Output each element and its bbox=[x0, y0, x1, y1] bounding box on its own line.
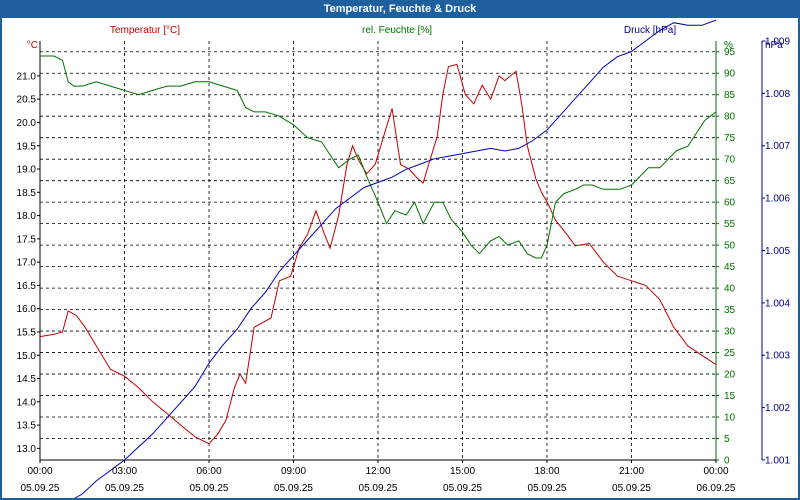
humidity-unit-label: % bbox=[724, 40, 733, 51]
temperature-unit-label: °C bbox=[27, 40, 38, 51]
x-tick-date: 05.09.25 bbox=[612, 483, 651, 494]
axes bbox=[37, 40, 765, 463]
window-title: Temperatur, Feuchte & Druck bbox=[0, 0, 800, 18]
x-tick-date: 05.09.25 bbox=[274, 483, 313, 494]
series-lines bbox=[39, 19, 717, 500]
window-border-left bbox=[0, 18, 2, 500]
humidity-tick-label: 80 bbox=[724, 112, 736, 123]
x-tick-time: 00:00 bbox=[27, 466, 52, 477]
temperature-tick-label: 18.0 bbox=[17, 211, 37, 222]
x-tick-date: 05.09.25 bbox=[359, 483, 398, 494]
humidity-tick-label: 75 bbox=[724, 133, 736, 144]
pressure-tick-label: 1.004 bbox=[765, 298, 790, 309]
humidity-tick-label: 85 bbox=[724, 90, 736, 101]
temperature-tick-label: 19.5 bbox=[17, 141, 37, 152]
pressure-tick-label: 1.001 bbox=[765, 455, 790, 466]
pressure-axis-title: Druck [hPa] bbox=[624, 25, 676, 36]
series-line-temperature bbox=[39, 63, 717, 445]
humidity-tick-label: 70 bbox=[724, 155, 736, 166]
pressure-tick-label: 1.008 bbox=[765, 89, 790, 100]
temperature-axis-title: Temperatur [°C] bbox=[110, 25, 180, 36]
pressure-tick-label: 1.003 bbox=[765, 351, 790, 362]
humidity-tick-label: 5 bbox=[724, 434, 730, 445]
x-tick-date: 05.09.25 bbox=[443, 483, 482, 494]
x-tick-time: 09:00 bbox=[281, 466, 306, 477]
chart-canvas: 13.0 13.5 14.0 14.5 15.0 15.5 16.0 16.5 17.0 17.5… bbox=[17, 19, 791, 500]
x-tick-time: 18:00 bbox=[534, 466, 559, 477]
pressure-tick-label: 1.005 bbox=[765, 246, 790, 257]
temperature-tick-label: 17.5 bbox=[17, 234, 37, 245]
temperature-tick-label: 17.0 bbox=[17, 258, 37, 269]
humidity-tick-label: 60 bbox=[724, 198, 736, 209]
temperature-tick-label: 18.5 bbox=[17, 188, 37, 199]
x-tick-date: 05.09.25 bbox=[105, 483, 144, 494]
temperature-tick-label: 13.0 bbox=[17, 444, 37, 455]
x-tick-time: 12:00 bbox=[365, 466, 390, 477]
pressure-tick-label: 1.002 bbox=[765, 403, 790, 414]
x-tick-time: 06:00 bbox=[196, 466, 221, 477]
x-tick-date: 05.09.25 bbox=[21, 483, 60, 494]
grid bbox=[40, 41, 716, 460]
temperature-tick-label: 15.0 bbox=[17, 351, 37, 362]
axis-labels: 13.0 13.5 14.0 14.5 15.0 15.5 16.0 16.5 17.0 17.5… bbox=[17, 25, 791, 494]
humidity-tick-label: 20 bbox=[724, 370, 736, 381]
x-tick-time: 21:00 bbox=[619, 466, 644, 477]
window-border-bottom bbox=[0, 498, 800, 500]
humidity-axis-title: rel. Feuchte [%] bbox=[362, 25, 432, 36]
window-border-right bbox=[798, 18, 800, 500]
humidity-tick-label: 25 bbox=[724, 348, 736, 359]
temperature-tick-label: 20.0 bbox=[17, 118, 37, 129]
temperature-tick-label: 14.0 bbox=[17, 397, 37, 408]
temperature-tick-label: 13.5 bbox=[17, 421, 37, 432]
humidity-tick-label: 90 bbox=[724, 69, 736, 80]
pressure-tick-label: 1.006 bbox=[765, 194, 790, 205]
pressure-unit-label: hPa bbox=[765, 40, 783, 51]
humidity-tick-label: 35 bbox=[724, 305, 736, 316]
temperature-tick-label: 16.0 bbox=[17, 304, 37, 315]
temperature-tick-label: 21.0 bbox=[17, 71, 37, 82]
humidity-tick-label: 55 bbox=[724, 219, 736, 230]
humidity-tick-label: 65 bbox=[724, 176, 736, 187]
x-tick-time: 15:00 bbox=[450, 466, 475, 477]
series-line-humidity bbox=[40, 55, 717, 259]
humidity-tick-label: 10 bbox=[724, 413, 736, 424]
temperature-tick-label: 19.0 bbox=[17, 165, 37, 176]
x-tick-time: 00:00 bbox=[703, 466, 728, 477]
temperature-tick-label: 15.5 bbox=[17, 327, 37, 338]
humidity-tick-label: 30 bbox=[724, 327, 736, 338]
temperature-tick-label: 14.5 bbox=[17, 374, 37, 385]
humidity-tick-label: 50 bbox=[724, 241, 736, 252]
series-line-pressure bbox=[70, 19, 717, 500]
temperature-tick-label: 20.5 bbox=[17, 95, 37, 106]
pressure-tick-label: 1.009 bbox=[765, 37, 790, 48]
humidity-tick-label: 40 bbox=[724, 284, 736, 295]
humidity-tick-label: 15 bbox=[724, 391, 736, 402]
temperature-tick-label: 16.5 bbox=[17, 281, 37, 292]
x-tick-date: 06.09.25 bbox=[697, 483, 736, 494]
humidity-tick-label: 0 bbox=[724, 456, 730, 467]
humidity-tick-label: 45 bbox=[724, 262, 736, 273]
x-tick-date: 05.09.25 bbox=[190, 483, 229, 494]
x-tick-time: 03:00 bbox=[112, 466, 137, 477]
x-tick-date: 05.09.25 bbox=[528, 483, 567, 494]
humidity-tick-label: 95 bbox=[724, 47, 736, 58]
pressure-tick-label: 1.007 bbox=[765, 141, 790, 152]
